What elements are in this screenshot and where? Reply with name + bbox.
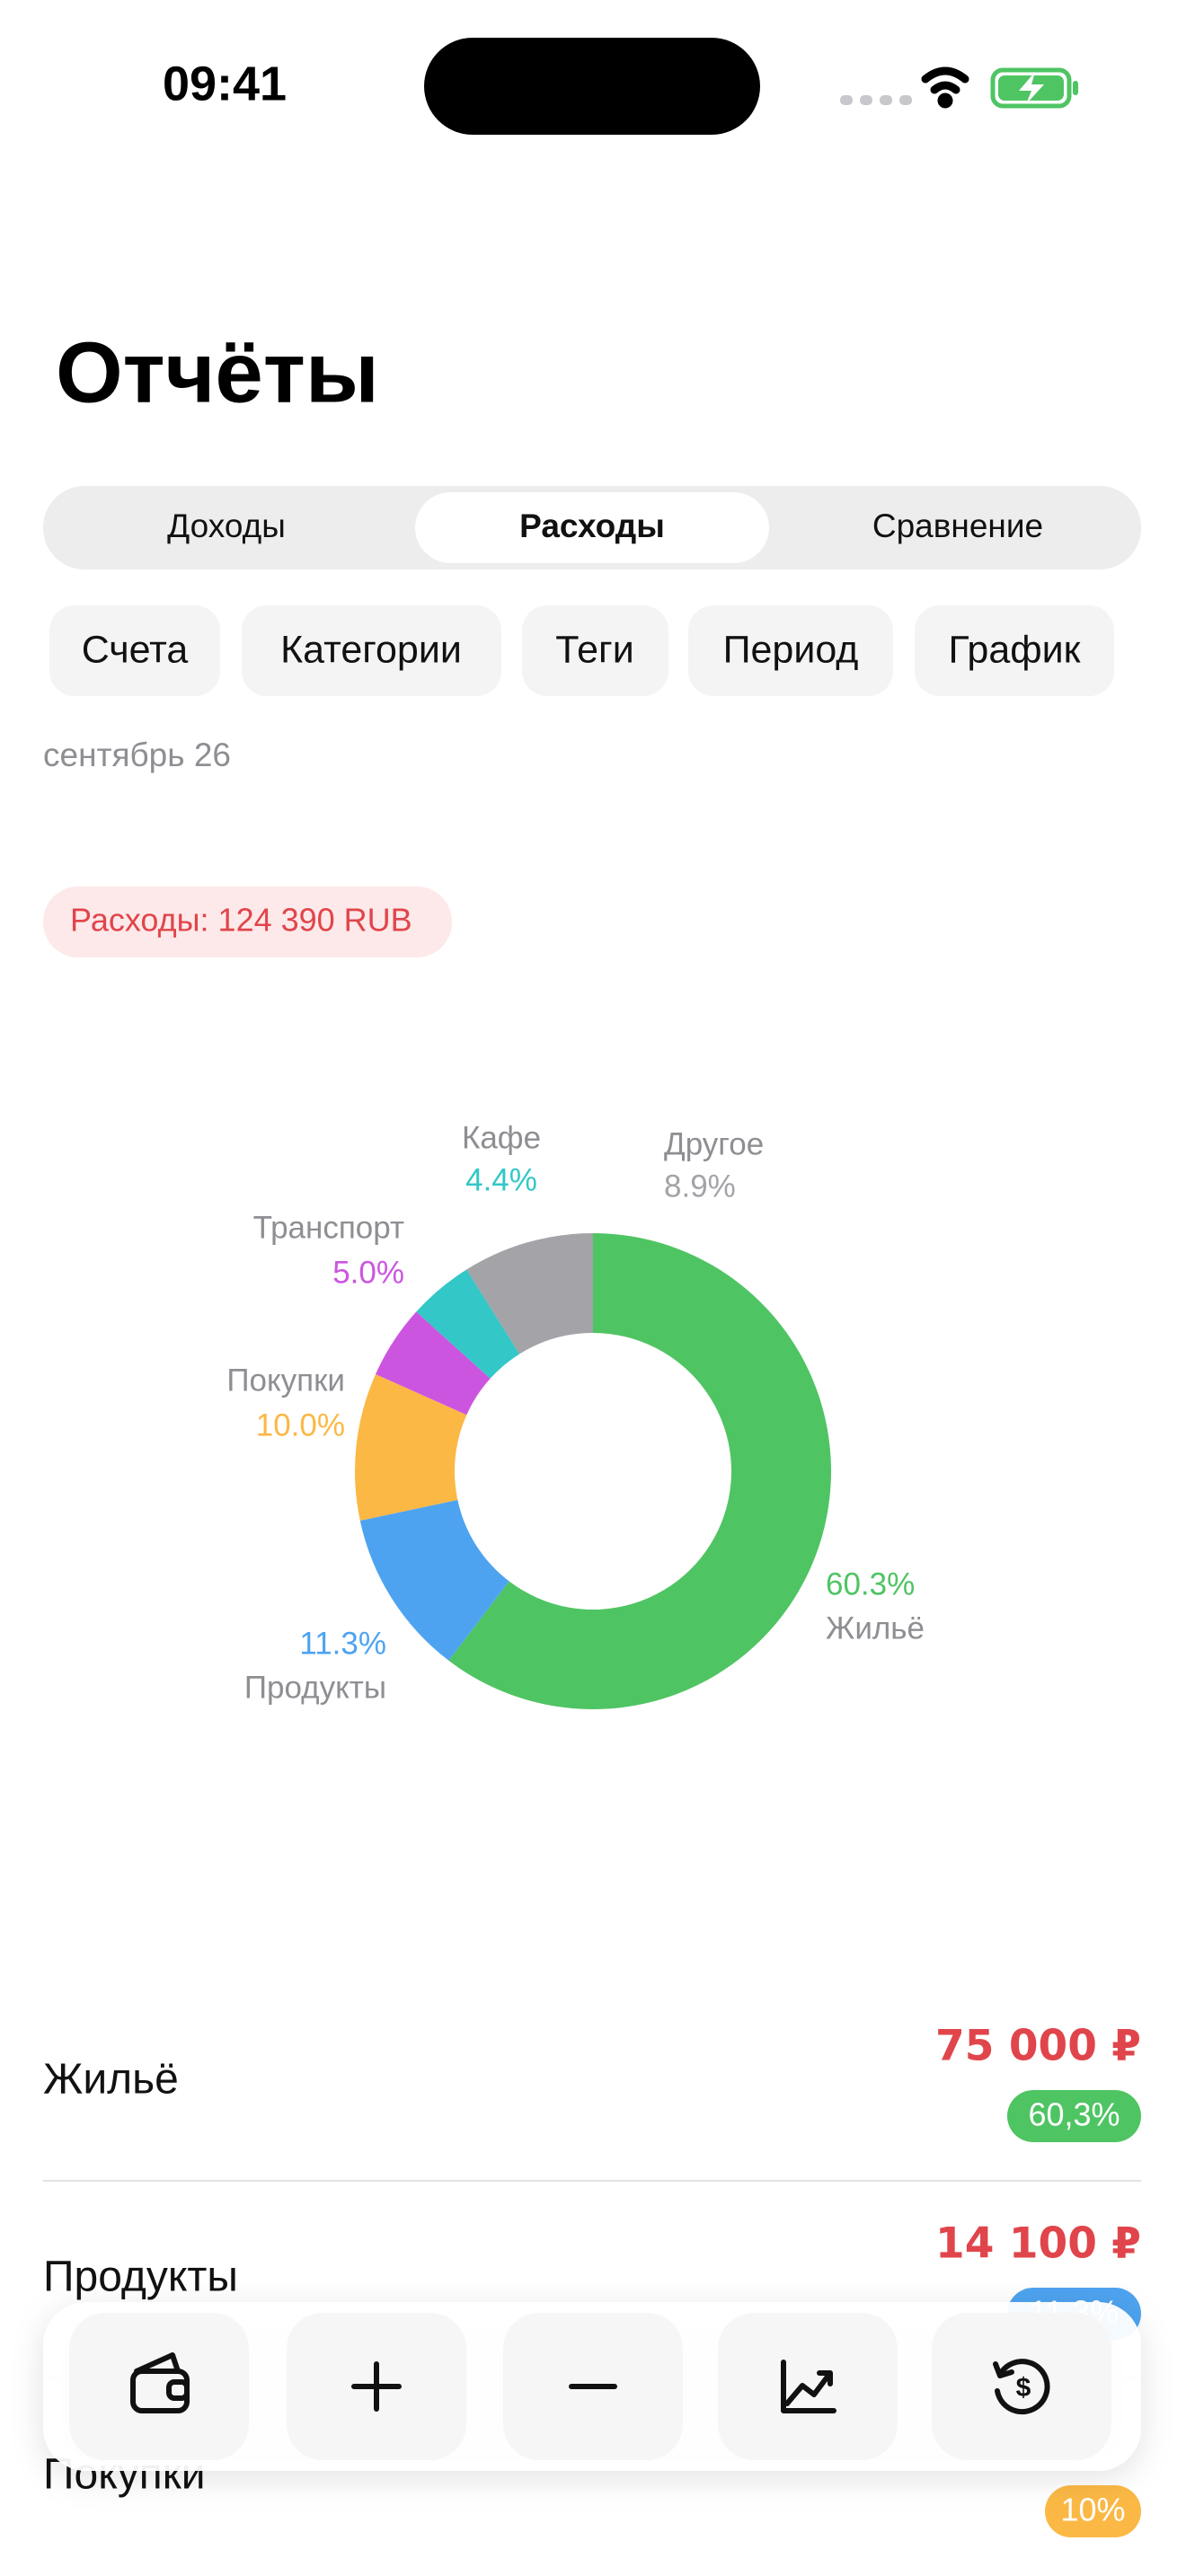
donut-segment [376, 1311, 491, 1416]
segment-name: Другое [664, 1126, 764, 1161]
filter-label: Период [723, 628, 859, 671]
segment-percent: 8.9% [664, 1169, 736, 1204]
filter-chip[interactable] [688, 605, 893, 696]
segment[interactable]: Доходы [167, 507, 286, 544]
filter-label: Теги [555, 628, 633, 671]
category-name: Продукты [43, 2254, 238, 2301]
filter-chip[interactable] [242, 605, 501, 696]
wifi [921, 66, 969, 109]
segment-name: Покупки [226, 1363, 345, 1398]
segment-selected [415, 492, 769, 563]
filter-chip[interactable] [522, 605, 668, 696]
share-badge [1045, 2485, 1141, 2537]
filter-label: Категории [280, 628, 462, 671]
filter-chip[interactable] [49, 605, 220, 696]
segment[interactable]: Сравнение [872, 507, 1043, 544]
filter-label: График [949, 628, 1082, 671]
share-label: 60,3% [1028, 2096, 1120, 2133]
share-badge [1007, 2090, 1141, 2142]
tab-history[interactable] [932, 2313, 1111, 2460]
segment-name: Кафе [462, 1120, 541, 1155]
segment-percent: 60.3% [826, 1566, 915, 1601]
segment-name: Транспорт [253, 1210, 404, 1245]
donut-chart: Жильё 60.3% Продукты 11.3% Покупки 10.0% Транс… [226, 1120, 925, 1710]
segment-percent: 10.0% [256, 1407, 345, 1442]
page-title: Отчёты [56, 324, 379, 420]
category-name: Жильё [43, 2056, 179, 2104]
donut-segment [359, 1499, 509, 1661]
donut-segment [416, 1269, 520, 1379]
segment-percent: 4.4% [465, 1162, 537, 1197]
filters: Счета Категории Теги Период График [49, 605, 1114, 696]
signal [840, 95, 912, 105]
tab-bar: $ [43, 2302, 1141, 2471]
category-amount: 14 100 ₽ [935, 2219, 1141, 2269]
tab-wallet[interactable] [69, 2313, 249, 2460]
donut-segment [466, 1233, 593, 1354]
filter-label: Счета [82, 628, 189, 671]
segment-percent: 11.3% [299, 1626, 386, 1661]
donut-segment [448, 1233, 831, 1710]
period-label: сентябрь 26 [43, 737, 231, 773]
status-time: 09:41 [163, 57, 287, 110]
total-badge [43, 887, 452, 957]
total-label: Расходы: 124 390 RUB [70, 902, 412, 939]
battery [990, 67, 1078, 109]
dynamic-island [424, 38, 760, 135]
segment[interactable]: Расходы [519, 507, 665, 544]
segment-name: Продукты [244, 1670, 386, 1705]
donut-segment [354, 1373, 467, 1522]
filter-chip[interactable] [915, 605, 1114, 696]
segment-percent: 5.0% [332, 1255, 404, 1290]
category-amount: 75 000 ₽ [935, 2022, 1141, 2071]
svg-text:$: $ [1016, 2373, 1031, 2403]
tab-icons: $ [130, 2352, 1050, 2415]
segment-name: Жильё [826, 1610, 925, 1645]
share-label: 10% [1060, 2492, 1125, 2528]
